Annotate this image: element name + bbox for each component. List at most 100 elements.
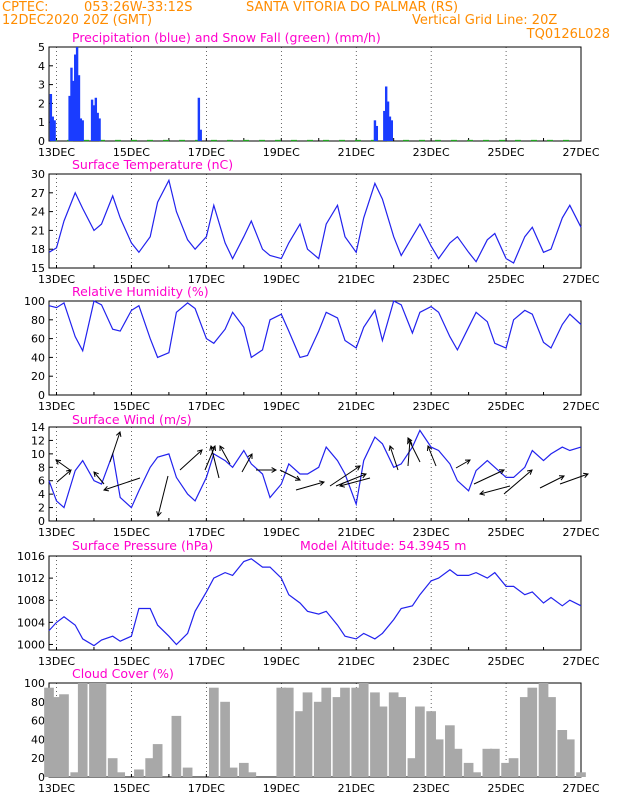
x-tick-label: 17DEC: [188, 526, 225, 539]
x-tick-label: 23DEC: [413, 146, 450, 159]
cloud-bar: [182, 767, 193, 777]
y-tick-label: 1012: [17, 572, 45, 585]
wind-arrow-shaft: [295, 481, 325, 491]
x-tick-label: 13DEC: [38, 400, 75, 413]
wind-arrow-head: [526, 469, 533, 475]
cloud-bar: [171, 715, 182, 777]
precip-bar: [53, 120, 56, 141]
x-tick-label: 13DEC: [38, 526, 75, 539]
wind-arrow-shaft: [503, 469, 533, 495]
y-tick-label: 100: [24, 295, 45, 308]
header-line-2: 12DEC2020 20Z (GMT) Vertical Grid Line: …: [2, 13, 616, 29]
cloud-bar: [377, 706, 388, 777]
y-tick-label: 1000: [17, 638, 45, 651]
wind-arrow-head: [360, 472, 367, 479]
y-tick-label: 0: [38, 389, 45, 402]
x-tick-label: 21DEC: [338, 146, 375, 159]
cloud-bar: [209, 687, 219, 777]
panel-title: Relative Humidity (%): [72, 284, 209, 299]
precip-bar: [92, 105, 96, 141]
x-tick-label: 21DEC: [338, 526, 375, 539]
x-tick-label: 13DEC: [38, 655, 75, 668]
cloud-bar: [396, 697, 407, 777]
panel-frame: [48, 173, 582, 269]
cloud-bar: [433, 739, 444, 777]
x-tick-label: 15DEC: [113, 273, 150, 286]
y-tick-label: 40: [31, 733, 45, 746]
wind-arrow-shaft: [335, 473, 367, 487]
x-tick-label: 27DEC: [562, 273, 599, 286]
precip-bar: [81, 120, 84, 141]
y-tick-label: 0: [38, 135, 45, 148]
wind-arrow-shaft: [109, 431, 121, 463]
header-coordinates: 053:26W-33:12S: [84, 0, 193, 15]
wind-arrow-head: [318, 480, 326, 486]
cloud-bar: [388, 692, 399, 777]
y-tick-label: 1008: [17, 594, 45, 607]
cloud-bar: [370, 692, 380, 777]
cloud-bar: [89, 683, 99, 777]
x-tick-label: 15DEC: [113, 526, 150, 539]
wind-arrow-shaft: [407, 437, 421, 463]
y-tick-label: 1: [38, 116, 45, 129]
x-tick-label: 17DEC: [188, 782, 225, 795]
x-tick-label: 21DEC: [338, 273, 375, 286]
y-tick-label: 0: [38, 771, 45, 784]
cloud-bar: [96, 683, 107, 777]
wind-arrow-shaft: [455, 459, 471, 469]
wind-arrow-shaft: [479, 485, 511, 495]
x-tick-label: 17DEC: [188, 146, 225, 159]
cloud-bar: [107, 758, 118, 777]
cloud-bar: [276, 687, 287, 777]
y-tick-label: 27: [31, 187, 45, 200]
cloud-bar: [351, 687, 362, 777]
x-tick-label: 27DEC: [562, 526, 599, 539]
y-tick-label: 100: [24, 677, 45, 690]
precip-bar: [98, 118, 101, 141]
precip-bar: [375, 125, 379, 141]
panel-frame: [48, 426, 582, 522]
cloud-bar: [482, 748, 493, 777]
precip-bar: [70, 67, 73, 141]
precip-bar: [77, 75, 81, 141]
x-tick-label: 19DEC: [263, 273, 300, 286]
panel-frame: [48, 46, 582, 142]
x-tick-label: 25DEC: [488, 146, 525, 159]
wind-arrow-head: [388, 445, 395, 451]
wind-arrow-head: [583, 472, 589, 479]
x-tick-label: 15DEC: [113, 400, 150, 413]
cloud-bar: [283, 687, 294, 777]
y-tick-label: 21: [31, 224, 45, 237]
panel-frame: [48, 300, 582, 396]
x-tick-label: 25DEC: [488, 526, 525, 539]
x-tick-label: 13DEC: [38, 146, 75, 159]
wind-arrow-head: [55, 459, 62, 465]
x-tick-label: 23DEC: [413, 273, 450, 286]
precip-bar: [384, 86, 388, 141]
y-tick-label: 3: [38, 79, 45, 92]
x-tick-label: 15DEC: [113, 655, 150, 668]
wind-arrow-head: [354, 465, 361, 471]
cloud-bar: [471, 772, 481, 777]
precip-bar: [90, 99, 94, 141]
x-tick-label: 25DEC: [488, 655, 525, 668]
cloud-bar: [538, 683, 549, 777]
x-tick-label: 27DEC: [562, 146, 599, 159]
y-tick-label: 14: [31, 421, 45, 434]
wind-arrow-shaft: [157, 475, 169, 517]
panel-title: Precipitation (blue) and Snow Fall (gree…: [72, 30, 381, 45]
wind-arrow-shaft: [329, 465, 361, 487]
precip-bar: [79, 118, 83, 141]
cloud-bar: [557, 730, 568, 777]
precip-bar: [197, 97, 201, 141]
x-tick-label: 21DEC: [338, 782, 375, 795]
precip-bar: [49, 94, 53, 141]
x-tick-label: 21DEC: [338, 400, 375, 413]
x-tick-label: 17DEC: [188, 655, 225, 668]
precip-bar: [72, 80, 75, 141]
cloud-bar: [564, 739, 575, 777]
y-tick-label: 8: [38, 461, 45, 474]
y-tick-label: 5: [38, 41, 45, 54]
header-code: TQ0126L028: [526, 27, 610, 42]
cloud-bar: [332, 697, 343, 777]
